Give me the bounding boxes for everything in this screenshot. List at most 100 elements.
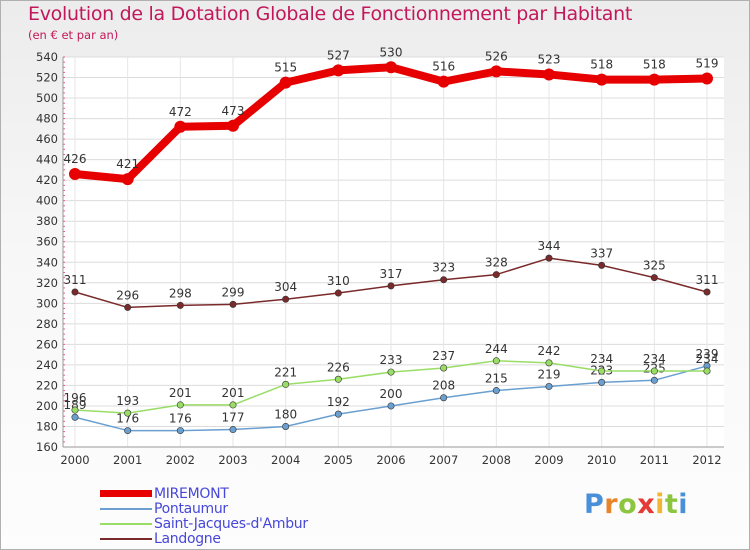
x-tick-label: 2009 [534,453,563,467]
data-label: 239 [696,347,719,361]
data-label: 519 [696,57,719,71]
legend-label: Landogne [154,530,221,547]
data-point-saint-jacques-d-ambur [598,367,606,375]
y-tick-label: 420 [36,173,58,187]
data-label: 518 [590,58,613,72]
y-tick-label: 340 [36,255,58,269]
data-point-landogne [282,295,290,303]
y-tick-label: 220 [36,378,58,392]
data-point-saint-jacques-d-ambur [545,359,553,367]
chart-legend: MIREMONT Pontaumur Saint-Jacques-d'Ambur La… [100,485,308,547]
data-label: 221 [274,365,297,379]
data-point-miremont [437,75,450,88]
data-label: 234 [696,352,719,366]
data-label: 201 [169,386,192,400]
data-label: 337 [590,246,613,260]
data-point-pontaumur [71,413,79,421]
data-label: 226 [327,360,350,374]
data-point-pontaumur [650,376,658,384]
data-label: 526 [485,49,508,63]
data-point-landogne [334,289,342,297]
data-point-miremont [490,65,503,78]
data-point-miremont [595,73,608,86]
data-label: 176 [169,412,192,426]
data-point-landogne [176,301,184,309]
data-point-saint-jacques-d-ambur [440,364,448,372]
x-tick-label: 2006 [376,453,405,467]
y-tick-label: 280 [36,317,58,331]
data-label: 516 [432,60,455,74]
data-label: 426 [64,152,87,166]
data-point-pontaumur [387,402,395,410]
data-label: 473 [222,104,245,118]
brand-letter: x [637,489,656,520]
y-tick-label: 160 [36,440,58,454]
data-point-landogne [703,288,711,296]
legend-label: Pontaumur [154,500,228,517]
data-label: 311 [64,273,87,287]
data-point-miremont [174,120,187,133]
data-point-landogne [387,282,395,290]
x-tick-label: 2000 [60,453,89,467]
data-label: 472 [169,105,192,119]
brand-letter: r [604,489,619,520]
data-label: 189 [64,398,87,412]
legend-item: Pontaumur [100,500,308,517]
data-point-pontaumur [176,427,184,435]
data-point-miremont [701,72,713,85]
data-point-pontaumur [440,394,448,402]
legend-swatch [100,537,152,540]
data-point-saint-jacques-d-ambur [124,409,132,417]
x-tick-label: 2012 [692,453,721,467]
data-point-pontaumur [282,422,290,430]
y-tick-label: 360 [36,235,58,249]
chart-subtitle: (en € et par an) [28,28,119,42]
data-label: 237 [432,349,455,363]
data-point-miremont [543,68,555,81]
y-tick-label: 440 [36,153,58,167]
legend-swatch [100,490,152,497]
y-tick-label: 380 [36,214,58,228]
data-point-landogne [229,300,237,308]
data-point-miremont [648,73,661,86]
data-point-pontaumur [229,426,237,434]
data-label: 219 [538,367,561,381]
x-tick-label: 2011 [640,453,669,467]
data-label: 201 [222,386,245,400]
data-label: 196 [64,391,87,405]
x-tick-label: 2010 [587,453,616,467]
data-label: 515 [274,61,297,75]
data-label: 180 [274,407,297,421]
data-point-landogne [545,254,553,262]
data-label: 323 [432,261,455,275]
data-label: 527 [327,48,350,62]
data-point-saint-jacques-d-ambur [71,406,79,414]
brand-letter: t [664,489,679,520]
data-label: 344 [538,239,561,253]
y-tick-label: 320 [36,276,58,290]
legend-label: Saint-Jacques-d'Ambur [154,515,308,532]
data-point-landogne [492,271,500,279]
y-tick-label: 180 [36,419,58,433]
x-tick-label: 2001 [113,453,142,467]
legend-label: MIREMONT [154,485,229,502]
brand-letter: P [584,489,605,520]
data-label: 421 [116,157,139,171]
data-point-miremont [69,168,81,180]
data-label: 304 [274,280,297,294]
data-point-saint-jacques-d-ambur [176,401,184,409]
y-tick-label: 480 [36,112,58,126]
data-point-saint-jacques-d-ambur [282,380,290,388]
data-point-pontaumur [492,387,500,395]
data-point-miremont [121,173,134,186]
data-point-pontaumur [124,427,132,435]
data-label: 200 [380,387,403,401]
data-label: 242 [538,344,561,358]
data-label: 215 [485,372,508,386]
brand-letter: i [678,489,689,520]
x-tick-label: 2005 [324,453,353,467]
y-tick-label: 200 [36,399,58,413]
data-point-saint-jacques-d-ambur [387,368,395,376]
data-point-pontaumur [334,410,342,418]
